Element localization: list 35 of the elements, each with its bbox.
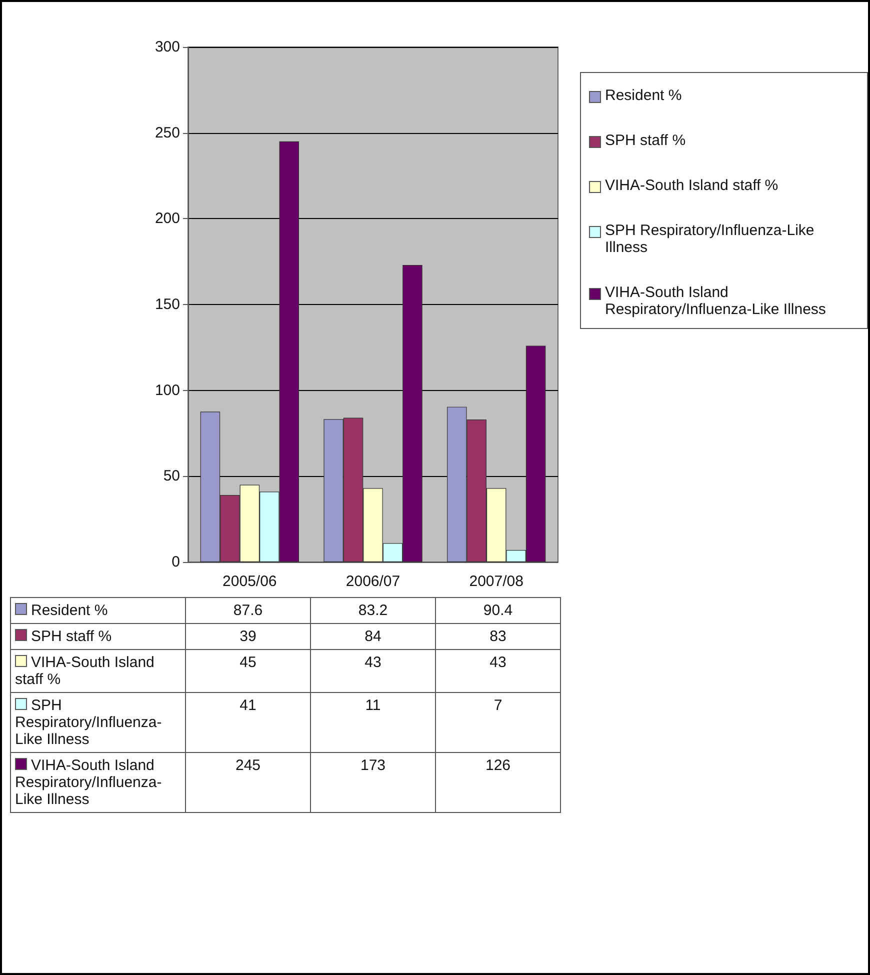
x-tick-label: 2006/07 [346, 573, 400, 590]
data-label: 43 [310, 650, 436, 692]
text: VIHA-South Island Respiratory/Influenza-Like Illness [15, 757, 162, 808]
data-label: 7 [436, 692, 560, 752]
text: SPH Respiratory/Influenza-Like Illness [605, 222, 814, 256]
legend-label: SPH Respiratory/Influenza-Like Illness [10, 692, 186, 752]
data-label: 45 [186, 650, 310, 692]
legend-label: VIHA-South Island Respiratory/Influenza-Like Illness [605, 284, 827, 318]
text: Resident % [605, 87, 682, 104]
y-tick-label: 250 [154, 124, 180, 142]
legend-label: Resident % [10, 598, 186, 624]
data-label: 90.4 [436, 598, 560, 624]
data-label: 173 [310, 752, 436, 812]
text: VIHA-South Island staff % [605, 177, 778, 194]
y-tick-label: 300 [154, 38, 180, 56]
x-tick-label: 2007/08 [469, 573, 524, 590]
data-label: 245 [186, 752, 310, 812]
y-tick-label: 150 [154, 296, 180, 313]
data-label: 43 [436, 650, 560, 692]
legend-label: VIHA-South Island staff % [10, 650, 186, 692]
y-tick-label: 50 [163, 468, 180, 485]
y-tick-label: 100 [154, 382, 180, 399]
data-label: 126 [436, 752, 560, 812]
x-tick-label: 2005/06 [222, 573, 277, 590]
data-label: 87.6 [186, 598, 310, 624]
data-label: 84 [310, 624, 436, 650]
text: SPH staff % [605, 132, 686, 149]
data-label: 41 [186, 692, 310, 752]
data-label: 11 [310, 692, 436, 752]
data-label: 83.2 [310, 598, 436, 624]
y-tick-label: 0 [172, 554, 180, 570]
data-label: 39 [186, 624, 310, 650]
data-label: 83 [436, 624, 560, 650]
legend-label: SPH staff % [10, 624, 186, 650]
y-tick-label: 200 [154, 210, 180, 228]
